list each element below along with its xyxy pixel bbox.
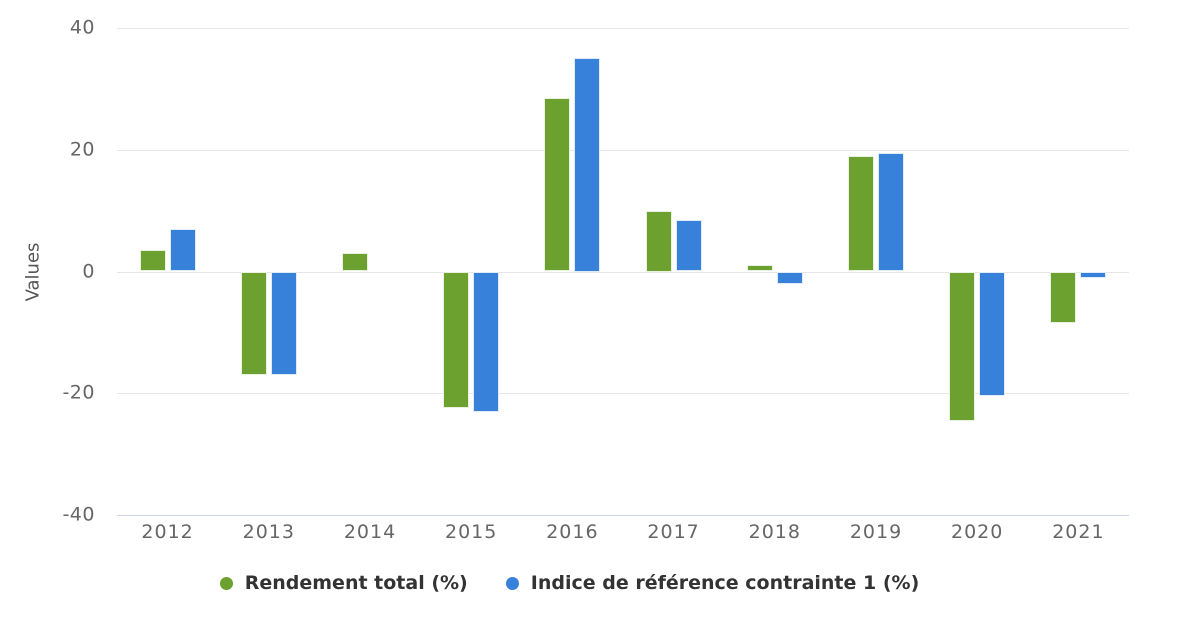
y-tick-label: 0 (82, 260, 95, 283)
bar-2013-series-1[interactable] (240, 271, 267, 375)
x-tick-label-2013: 2013 (242, 521, 295, 543)
legend-marker-icon (505, 576, 519, 590)
bar-2016-series-1[interactable] (544, 98, 571, 272)
legend-item-series-1[interactable]: Rendement total (%) (219, 572, 468, 594)
bar-2017-series-2[interactable] (675, 219, 702, 272)
x-tick-label-2012: 2012 (141, 521, 194, 543)
legend-item-series-2[interactable]: Indice de référence contrainte 1 (%) (505, 572, 920, 594)
bar-2019-series-1[interactable] (848, 155, 874, 272)
x-tick-label-2018: 2018 (748, 521, 801, 543)
bar-2017-series-1[interactable] (645, 210, 672, 272)
x-tick-label-2015: 2015 (445, 521, 498, 543)
y-tick-label: 40 (69, 16, 95, 39)
legend-marker-icon (219, 576, 233, 590)
bar-2018-series-2[interactable] (776, 271, 803, 284)
bar-2021-series-2[interactable] (1080, 271, 1107, 278)
bar-2014-series-1[interactable] (342, 253, 368, 272)
x-axis-line (117, 515, 1129, 516)
x-tick-label-2017: 2017 (647, 521, 700, 543)
bar-2013-series-2[interactable] (270, 271, 297, 375)
x-tick-label-2020: 2020 (951, 521, 1004, 543)
x-tick-label-2016: 2016 (546, 521, 599, 543)
legend: Rendement total (%) Indice de référence c… (0, 572, 1167, 594)
bar-2016-series-2[interactable] (574, 58, 601, 272)
gridline (117, 393, 1129, 395)
x-tick-label-2019: 2019 (849, 521, 903, 543)
y-tick-label: 20 (69, 138, 95, 161)
bar-2012-series-2[interactable] (169, 228, 196, 272)
legend-label: Indice de référence contrainte 1 (%) (530, 572, 920, 594)
gridline (117, 28, 1129, 29)
legend-label: Rendement total (%) (244, 572, 468, 594)
x-tick-label-2021: 2021 (1052, 521, 1105, 543)
y-tick-label: -40 (62, 503, 95, 526)
bar-2018-series-1[interactable] (746, 265, 773, 272)
bar-2019-series-2[interactable] (878, 152, 904, 272)
bar-2015-series-1[interactable] (443, 271, 470, 409)
bar-2021-series-1[interactable] (1050, 271, 1077, 324)
x-tick-label-2014: 2014 (343, 521, 397, 543)
bar-2015-series-2[interactable] (473, 271, 500, 412)
bar-2020-series-1[interactable] (949, 271, 976, 421)
bar-2020-series-2[interactable] (979, 271, 1006, 397)
gridline (117, 149, 1129, 151)
y-tick-label: -20 (62, 381, 95, 404)
gridline (117, 271, 1129, 273)
bar-2012-series-1[interactable] (139, 250, 166, 272)
